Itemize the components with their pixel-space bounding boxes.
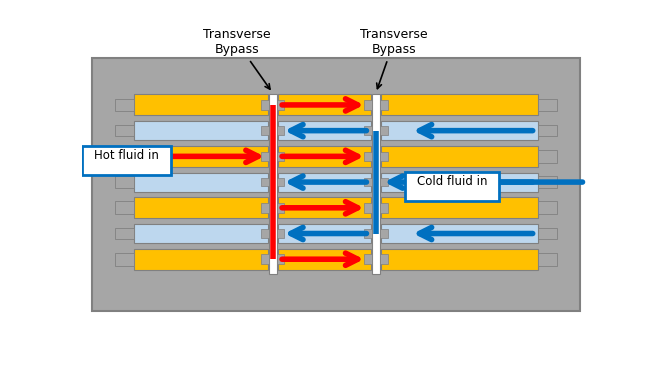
Bar <box>277 203 284 212</box>
Bar <box>134 224 268 243</box>
Bar <box>380 229 388 238</box>
Bar <box>115 99 134 111</box>
Bar <box>381 249 538 270</box>
Text: Cold fluid in: Cold fluid in <box>417 175 487 188</box>
Bar <box>364 178 372 187</box>
Bar <box>277 173 371 192</box>
Bar <box>261 229 268 238</box>
Bar <box>538 176 558 188</box>
Bar <box>538 125 558 137</box>
Bar <box>364 203 372 212</box>
Bar <box>134 197 268 218</box>
Bar <box>277 146 371 167</box>
Bar <box>134 95 268 115</box>
Bar <box>380 151 388 161</box>
Bar <box>380 178 388 187</box>
Bar <box>380 100 388 110</box>
Bar <box>134 121 268 140</box>
Bar <box>277 126 284 135</box>
Bar <box>261 126 268 135</box>
Bar <box>381 224 538 243</box>
Bar <box>381 146 538 167</box>
Bar <box>380 126 388 135</box>
Bar <box>115 125 134 137</box>
Bar <box>364 229 372 238</box>
Bar <box>364 100 372 110</box>
Bar <box>277 224 371 243</box>
Bar <box>82 146 171 176</box>
Text: Transverse
Bypass: Transverse Bypass <box>360 28 428 89</box>
Bar <box>268 95 277 274</box>
Bar <box>134 249 268 270</box>
Bar <box>261 100 268 110</box>
Bar <box>277 178 284 187</box>
Bar <box>381 121 538 140</box>
Bar <box>115 253 134 266</box>
Bar <box>372 95 380 274</box>
Bar <box>538 253 558 266</box>
Bar <box>277 151 284 161</box>
Bar <box>405 172 499 201</box>
Bar <box>277 249 371 270</box>
Bar <box>261 254 268 264</box>
Bar <box>364 254 372 264</box>
Bar <box>277 121 371 140</box>
Bar <box>261 151 268 161</box>
Bar <box>115 176 134 188</box>
Bar <box>380 203 388 212</box>
Text: Transverse
Bypass: Transverse Bypass <box>203 28 271 89</box>
Bar <box>538 201 558 214</box>
Bar <box>261 178 268 187</box>
Bar <box>381 197 538 218</box>
Bar <box>277 100 284 110</box>
Bar <box>277 229 284 238</box>
Bar <box>115 150 134 163</box>
Bar <box>381 95 538 115</box>
Bar <box>115 228 134 239</box>
Bar <box>134 173 268 192</box>
Bar <box>538 150 558 163</box>
Bar <box>277 95 371 115</box>
Bar <box>261 203 268 212</box>
Bar <box>277 197 371 218</box>
Bar <box>364 126 372 135</box>
Bar <box>277 254 284 264</box>
Bar <box>364 151 372 161</box>
Bar <box>380 254 388 264</box>
Text: Hot fluid in: Hot fluid in <box>94 149 159 162</box>
Bar <box>115 201 134 214</box>
Bar <box>538 99 558 111</box>
Bar <box>134 146 268 167</box>
Bar <box>381 173 538 192</box>
Bar <box>538 228 558 239</box>
